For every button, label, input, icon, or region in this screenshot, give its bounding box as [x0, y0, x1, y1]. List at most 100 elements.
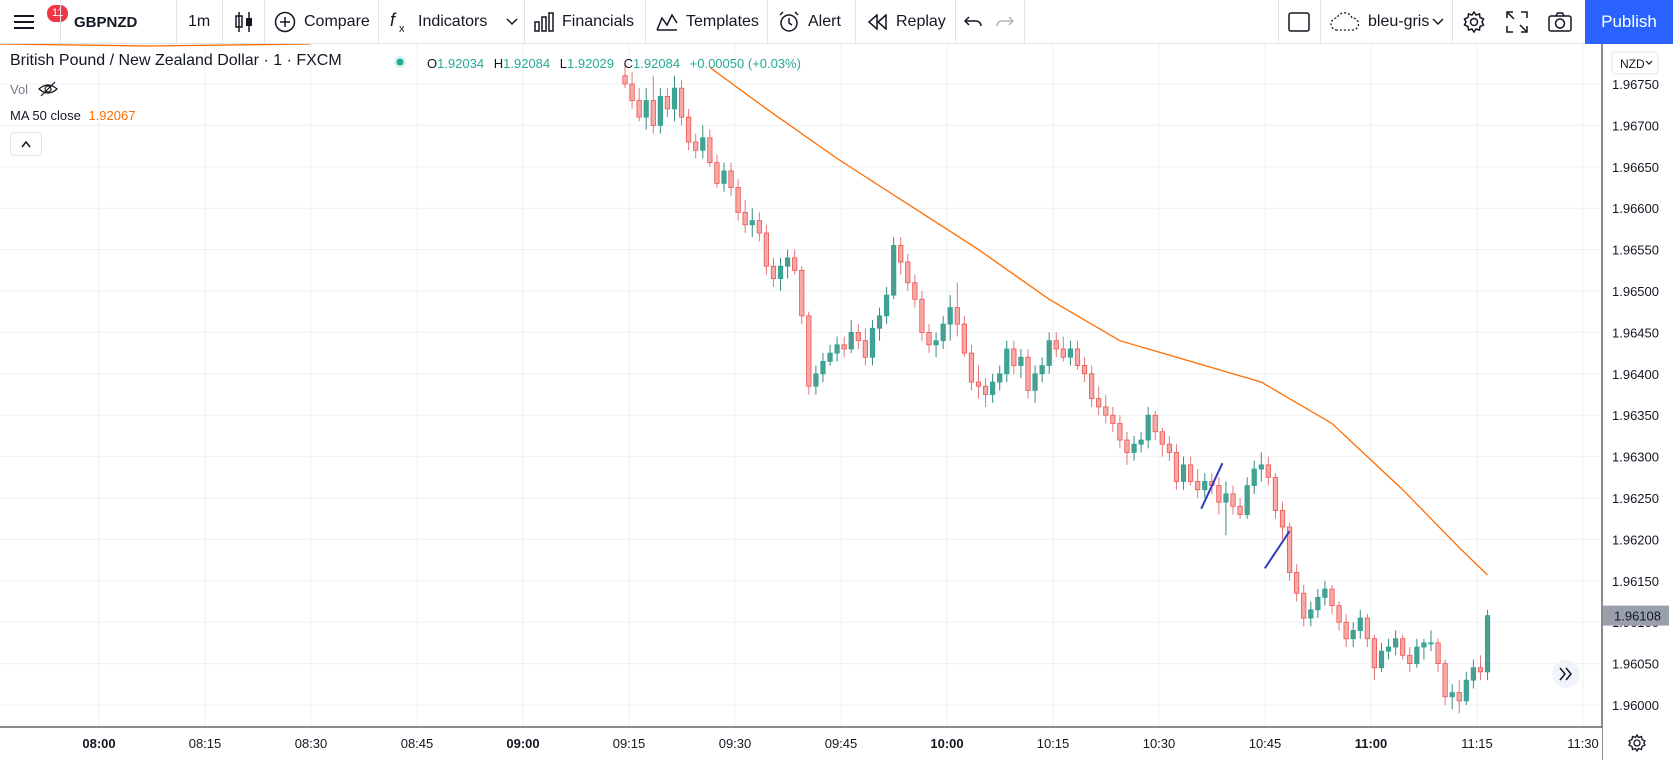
candle [1428, 630, 1434, 652]
replay-label: Replay [896, 13, 946, 30]
candle-body [1385, 646, 1392, 652]
undo-button[interactable] [964, 0, 982, 44]
divider [955, 0, 956, 44]
layout-menu-button[interactable]: bleu-gris [1330, 0, 1429, 44]
price-chart[interactable]: 1.96750 1.96700 1.96650 1.96600 1.96550 1.965… [0, 44, 1673, 760]
high-value: 1.92084 [503, 56, 551, 71]
candle [1223, 481, 1229, 536]
divider [1024, 0, 1025, 44]
snapshot-button[interactable] [1548, 0, 1572, 44]
legend-collapse-button[interactable] [10, 132, 42, 156]
candle-body [1216, 485, 1222, 503]
candle-body [926, 331, 932, 346]
trend-line[interactable] [1264, 530, 1291, 569]
candle-body [799, 269, 805, 317]
last-price-label: 1.96108 [1614, 609, 1661, 624]
time-tick-label: 09:45 [825, 736, 858, 751]
compare-button[interactable]: Compare [274, 0, 370, 44]
candle-body [693, 141, 699, 151]
alarm-clock-icon [779, 11, 799, 32]
divider [378, 0, 379, 44]
settings-button[interactable] [1462, 0, 1486, 44]
trend-line[interactable] [1200, 462, 1224, 510]
candle [1202, 473, 1208, 498]
candle [1138, 431, 1144, 453]
symbol-legend[interactable]: British Pound / New Zealand Dollar · 1 ·… [10, 52, 342, 70]
symbol-search-button[interactable]: GBPNZD [74, 0, 174, 44]
time-axis-bg [0, 727, 1602, 760]
axis-settings-button[interactable] [1628, 733, 1646, 753]
indicators-dropdown[interactable] [506, 0, 518, 44]
layout-dropdown[interactable] [1432, 0, 1444, 44]
candle [1195, 469, 1201, 498]
candle-body [1117, 423, 1123, 441]
scroll-to-realtime-button[interactable] [1552, 660, 1580, 688]
publish-button[interactable]: Publish [1585, 0, 1673, 44]
hamburger-icon [14, 15, 34, 29]
redo-button[interactable] [996, 0, 1014, 44]
candle-body [1484, 615, 1491, 673]
candle-body [1414, 646, 1420, 664]
price-tick-label: 1.96600 [1612, 201, 1659, 216]
chart-area[interactable]: 1.96750 1.96700 1.96650 1.96600 1.96550 1.965… [0, 44, 1673, 760]
main-menu-button[interactable]: 11 [14, 0, 70, 44]
candle [657, 88, 663, 134]
candle [763, 224, 770, 275]
interval-button[interactable]: 1m [188, 0, 210, 44]
candle [933, 332, 939, 358]
candle-body [848, 331, 854, 350]
price-axis[interactable]: 1.96750 1.96700 1.96650 1.96600 1.96550 1.965… [1612, 77, 1659, 713]
templates-button[interactable]: Templates [656, 0, 759, 44]
time-tick-label: 08:30 [295, 736, 328, 751]
candle-body [1477, 667, 1484, 673]
candle [629, 71, 635, 109]
financials-button[interactable]: Financials [534, 0, 634, 44]
ma-legend[interactable]: MA 50 close 1.92067 [10, 108, 135, 123]
candle [1046, 332, 1052, 374]
candle-body [1195, 481, 1201, 491]
alert-label: Alert [808, 13, 841, 30]
candle [820, 353, 826, 383]
candle [1251, 460, 1257, 494]
candle [1442, 659, 1448, 705]
candle-body [1110, 414, 1116, 424]
market-status[interactable] [393, 55, 407, 74]
price-tick-label: 1.96550 [1612, 243, 1659, 258]
candle-body [919, 298, 925, 333]
candle [883, 286, 890, 325]
expand-icon [1506, 11, 1528, 33]
candle-body [657, 96, 663, 126]
time-axis[interactable]: 08:00 08:15 08:30 08:45 09:00 09:15 09:30 09:45… [82, 736, 1598, 751]
candle [1032, 365, 1038, 403]
candle-body [876, 315, 883, 329]
candle [777, 257, 784, 291]
currency-button[interactable]: NZD [1611, 51, 1659, 75]
price-tick-label: 1.96200 [1612, 532, 1659, 547]
volume-legend[interactable]: Vol [10, 81, 58, 97]
time-tick-label: 10:00 [930, 736, 963, 751]
candle [1484, 609, 1491, 681]
volume-label: Vol [10, 81, 29, 97]
change-value: +0.00050 (+0.03%) [689, 56, 801, 71]
bar-chart-icon [534, 12, 554, 32]
financials-label: Financials [562, 13, 635, 30]
candle [912, 274, 918, 308]
candle-body [629, 83, 635, 101]
drawings-layer[interactable] [1200, 462, 1291, 569]
divider [1278, 0, 1279, 44]
ma-value: 1.92067 [88, 108, 136, 123]
chart-type-button[interactable] [234, 0, 254, 44]
candle [799, 266, 805, 325]
replay-button[interactable]: Replay [868, 0, 946, 44]
candle [1117, 415, 1123, 449]
fullscreen-layout-button[interactable] [1288, 0, 1310, 44]
candle-body [1251, 468, 1257, 486]
fullscreen-button[interactable] [1506, 0, 1528, 44]
candle-body [961, 323, 967, 354]
candle-body [1407, 654, 1413, 665]
candle [1081, 357, 1088, 383]
candle [1449, 684, 1455, 710]
alert-button[interactable]: Alert [778, 0, 841, 44]
eye-off-icon[interactable] [38, 81, 58, 97]
